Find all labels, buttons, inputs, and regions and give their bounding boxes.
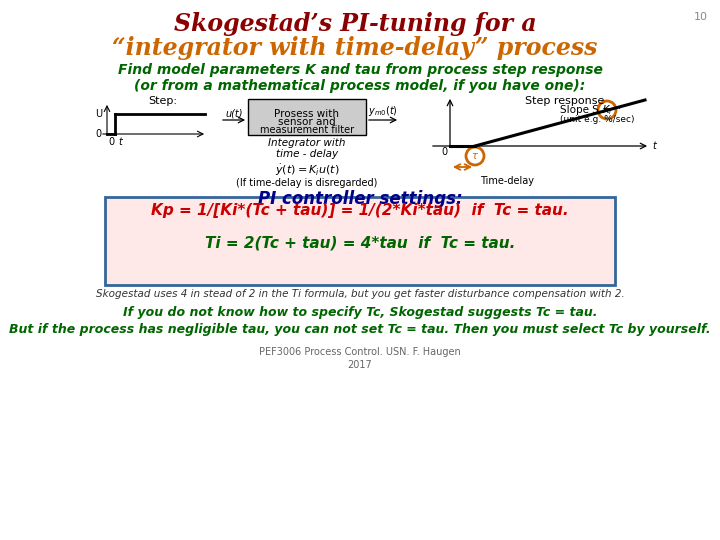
Text: (unit e.g. %/sec): (unit e.g. %/sec) bbox=[560, 114, 634, 124]
Text: u(t): u(t) bbox=[225, 108, 243, 118]
FancyBboxPatch shape bbox=[248, 99, 366, 135]
Text: “integrator with time-delay” process: “integrator with time-delay” process bbox=[112, 36, 598, 60]
Text: $K_i$: $K_i$ bbox=[602, 103, 612, 117]
Text: t: t bbox=[118, 137, 122, 147]
Text: sensor and: sensor and bbox=[278, 117, 336, 127]
Text: time - delay: time - delay bbox=[276, 149, 338, 159]
Text: t: t bbox=[652, 141, 656, 151]
Text: PEF3006 Process Control. USN. F. Haugen: PEF3006 Process Control. USN. F. Haugen bbox=[259, 347, 461, 357]
Text: 0: 0 bbox=[108, 137, 114, 147]
Text: Prosess with: Prosess with bbox=[274, 109, 340, 119]
Text: $\tau$: $\tau$ bbox=[471, 151, 479, 161]
Text: 0: 0 bbox=[442, 147, 448, 157]
Text: $\dot{y}(t) = K_i u(t)$: $\dot{y}(t) = K_i u(t)$ bbox=[275, 163, 339, 178]
Text: PI controller settings:: PI controller settings: bbox=[258, 190, 462, 208]
Text: Ti = 2(Tc + tau) = 4*tau  if  Tc = tau.: Ti = 2(Tc + tau) = 4*tau if Tc = tau. bbox=[204, 235, 516, 250]
Text: 2017: 2017 bbox=[348, 360, 372, 370]
Text: If you do not know how to specify Tc, Skogestad suggests Tc = tau.: If you do not know how to specify Tc, Sk… bbox=[122, 306, 598, 319]
Text: But if the process has negligible tau, you can not set Tc = tau. Then you must s: But if the process has negligible tau, y… bbox=[9, 323, 711, 336]
Text: measurement filter: measurement filter bbox=[260, 125, 354, 135]
Text: 0: 0 bbox=[96, 129, 102, 139]
Text: Kp = 1/[Ki*(Tc + tau)] = 1/(2*Ki*tau)  if  Tc = tau.: Kp = 1/[Ki*(Tc + tau)] = 1/(2*Ki*tau) if… bbox=[151, 203, 569, 218]
Text: U: U bbox=[95, 109, 102, 119]
Text: Skogestad uses 4 in stead of 2 in the Ti formula, but you get faster disturbance: Skogestad uses 4 in stead of 2 in the Ti… bbox=[96, 289, 624, 299]
Text: Step:: Step: bbox=[148, 96, 177, 106]
Text: $y_{m0}(t)$: $y_{m0}(t)$ bbox=[368, 104, 398, 118]
Text: Slope S =: Slope S = bbox=[560, 105, 611, 115]
Text: 10: 10 bbox=[694, 12, 708, 22]
Text: (If time-delay is disregarded): (If time-delay is disregarded) bbox=[236, 178, 378, 188]
Text: Find model parameters K and tau from process step response: Find model parameters K and tau from pro… bbox=[117, 63, 603, 77]
Text: Step response: Step response bbox=[526, 96, 605, 106]
Text: Skogestad’s PI-tuning for a: Skogestad’s PI-tuning for a bbox=[174, 12, 536, 36]
FancyBboxPatch shape bbox=[105, 197, 615, 285]
Text: (or from a mathematical process model, if you have one):: (or from a mathematical process model, i… bbox=[135, 79, 585, 93]
Text: Time-delay: Time-delay bbox=[480, 176, 534, 186]
Text: Integrator with: Integrator with bbox=[269, 138, 346, 148]
Text: ': ' bbox=[618, 105, 621, 115]
